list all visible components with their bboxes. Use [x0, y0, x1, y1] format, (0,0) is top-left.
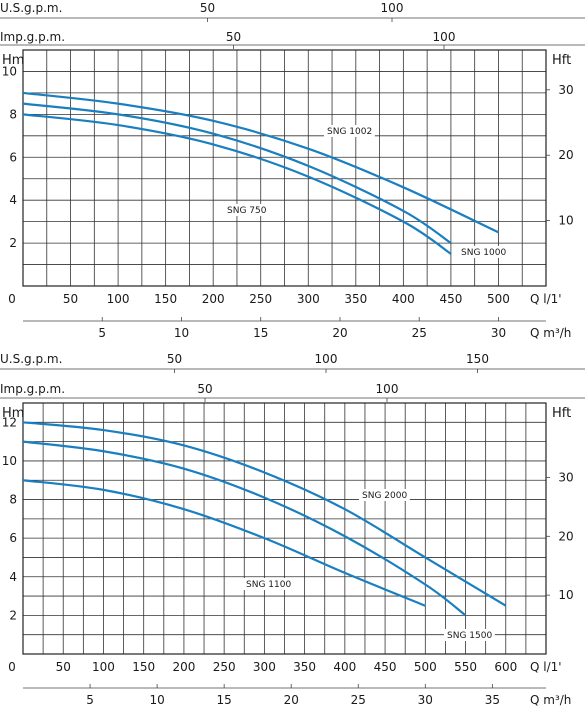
x2-axis-unit-label: Q m³/h	[530, 693, 571, 706]
series-label: SNG 750	[227, 206, 267, 216]
y-tick-label: 2	[9, 236, 17, 250]
usgpm-tick-label: 150	[466, 352, 489, 366]
x-tick-label: 300	[253, 660, 276, 674]
x-tick-label: 450	[374, 660, 397, 674]
x-tick-label: 300	[297, 292, 320, 306]
x-tick-label: 600	[494, 660, 517, 674]
series-label: SNG 2000	[362, 491, 407, 501]
y-right-tick-label: 30	[558, 83, 573, 97]
x-tick-label: 150	[132, 660, 155, 674]
usgpm-tick-label: 100	[381, 1, 404, 15]
x-tick-label: 350	[344, 292, 367, 306]
x-axis-unit-label: Q l/1'	[530, 660, 562, 674]
series-line-sng-1000	[22, 102, 452, 245]
y-tick-label: 4	[9, 570, 17, 584]
series-label-bg	[324, 125, 375, 137]
usgpm-tick-label: 50	[167, 352, 182, 366]
x-tick-label: 500	[487, 292, 510, 306]
series-label: SNG 1002	[327, 127, 372, 137]
m3h-tick-label: 25	[412, 326, 427, 340]
y-tick-label: 6	[9, 531, 17, 545]
impgpm-tick-label: 100	[433, 30, 456, 44]
x-tick-label: 150	[154, 292, 177, 306]
usgpm-tick-label: 100	[315, 352, 338, 366]
y-axis-right-label: Hft	[552, 406, 571, 421]
impgpm-label: Imp.g.p.m.	[0, 382, 65, 396]
y-tick-label: 12	[2, 415, 17, 429]
series-line-sng-1100	[22, 479, 426, 607]
m3h-tick-label: 15	[217, 693, 232, 706]
m3h-tick-label: 15	[253, 326, 268, 340]
series-label: SNG 1100	[246, 580, 291, 590]
y-axis-left-label: Hm	[2, 53, 24, 68]
m3h-tick-label: 10	[149, 693, 164, 706]
series-label-bg	[224, 204, 270, 216]
x-tick-label: 350	[293, 660, 316, 674]
y-tick-label: 6	[9, 150, 17, 164]
y-tick-label: 2	[9, 608, 17, 622]
x-tick-label: 400	[392, 292, 415, 306]
plot-frame	[22, 402, 547, 655]
y-tick-label: 4	[9, 193, 17, 207]
x-tick-label: 0	[8, 292, 16, 306]
series-label-bg	[243, 578, 294, 590]
x-tick-label: 450	[439, 292, 462, 306]
series-label-bg	[458, 246, 509, 258]
m3h-tick-label: 30	[491, 326, 506, 340]
y-tick-label: 10	[2, 454, 17, 468]
x-tick-label: 200	[202, 292, 225, 306]
m3h-tick-label: 20	[284, 693, 299, 706]
x-tick-label: 100	[92, 660, 115, 674]
x2-axis-unit-label: Q m³/h	[530, 326, 571, 340]
impgpm-label: Imp.g.p.m.	[0, 30, 65, 44]
series-label-bg	[359, 489, 410, 501]
y-right-tick-label: 30	[558, 470, 573, 484]
y-tick-label: 8	[9, 493, 17, 507]
x-tick-label: 50	[56, 660, 71, 674]
x-tick-label: 0	[8, 660, 16, 674]
impgpm-tick-label: 50	[197, 382, 212, 396]
y-axis-left-label: Hm	[2, 406, 24, 421]
usgpm-tick-label: 50	[200, 1, 215, 15]
x-tick-label: 400	[333, 660, 356, 674]
series-label: SNG 1000	[461, 248, 506, 258]
m3h-tick-label: 5	[86, 693, 94, 706]
series-line-sng-1500	[22, 440, 467, 617]
y-right-tick-label: 10	[558, 588, 573, 602]
y-axis-right-label: Hft	[552, 53, 571, 68]
m3h-tick-label: 30	[418, 693, 433, 706]
x-tick-label: 100	[107, 292, 130, 306]
impgpm-tick-label: 50	[226, 30, 241, 44]
y-tick-label: 8	[9, 107, 17, 121]
m3h-tick-label: 10	[174, 326, 189, 340]
y-tick-label: 10	[2, 64, 17, 78]
m3h-tick-label: 35	[485, 693, 500, 706]
y-right-tick-label: 20	[558, 148, 573, 162]
m3h-tick-label: 25	[351, 693, 366, 706]
impgpm-tick-label: 100	[376, 382, 399, 396]
y-right-tick-label: 20	[558, 529, 573, 543]
m3h-tick-label: 5	[98, 326, 106, 340]
x-axis-unit-label: Q l/1'	[530, 292, 562, 306]
x-tick-label: 500	[414, 660, 437, 674]
x-tick-label: 550	[454, 660, 477, 674]
series-label-bg	[444, 629, 495, 641]
x-tick-label: 50	[63, 292, 78, 306]
series-line-sng-1002	[22, 91, 499, 234]
m3h-tick-label: 20	[332, 326, 347, 340]
usgpm-label: U.S.g.p.m.	[0, 352, 62, 366]
usgpm-label: U.S.g.p.m.	[0, 1, 62, 15]
series-label: SNG 1500	[447, 631, 492, 641]
series-line-sng-750	[22, 113, 452, 255]
plot-frame	[22, 49, 547, 287]
x-tick-label: 200	[172, 660, 195, 674]
y-right-tick-label: 10	[558, 214, 573, 228]
x-tick-label: 250	[213, 660, 236, 674]
x-tick-label: 250	[249, 292, 272, 306]
series-line-sng-2000	[22, 421, 507, 607]
